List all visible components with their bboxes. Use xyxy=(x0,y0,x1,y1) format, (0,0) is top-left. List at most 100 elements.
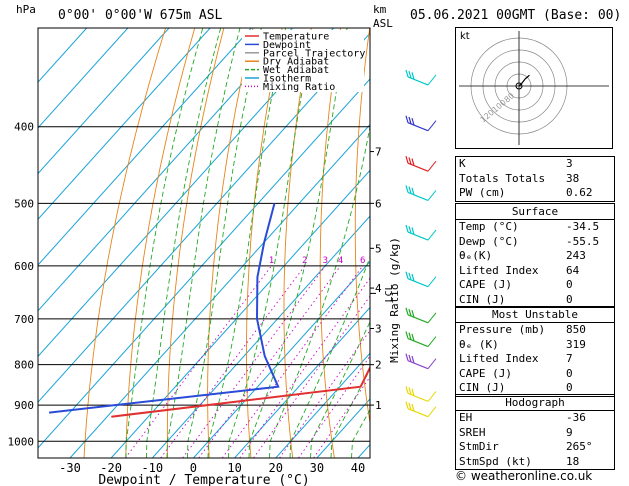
wind-barb-shaft xyxy=(407,162,429,172)
index-row: PW (cm) 0.62 xyxy=(456,186,614,201)
wind-barb-flag xyxy=(408,402,412,410)
most-unstable-value: 0 xyxy=(566,381,573,394)
most-unstable-label: θₑ (K) xyxy=(459,337,499,351)
hodograph-table-title: Hodograph xyxy=(456,395,614,411)
dry-adiabat-line xyxy=(166,28,225,458)
x-axis-title: Dewpoint / Temperature (°C) xyxy=(98,473,309,486)
surface-value: 64 xyxy=(566,263,580,277)
most-unstable-value: 7 xyxy=(566,352,573,365)
wind-barb-flag xyxy=(408,308,412,317)
wind-barb-tail xyxy=(427,312,437,324)
surface-value: 0 xyxy=(566,292,573,306)
wind-barb-shaft xyxy=(407,392,429,402)
hodograph-table: Hodograph EH -36 SREH 9 StmDir 265° StmSpd (kt… xyxy=(455,394,615,470)
wind-barb-flag xyxy=(411,333,415,342)
surface-row: Temp (°C) -34.5 xyxy=(456,220,614,235)
wind-barb-flag xyxy=(411,310,415,318)
wind-barb-flag xyxy=(405,185,409,193)
wind-barb-shaft xyxy=(407,76,429,86)
index-label: K xyxy=(459,157,466,170)
y-tick-label: 1000 xyxy=(8,435,35,448)
wind-barb xyxy=(405,115,437,132)
wet-adiabat-line xyxy=(166,28,241,458)
index-row: Totals Totals 38 xyxy=(456,172,614,187)
wind-barb-flag xyxy=(408,157,412,165)
hodograph-stat-label: StmDir xyxy=(459,440,499,453)
mixing-ratio-line xyxy=(221,265,364,458)
wind-barb-flag xyxy=(408,272,412,281)
wind-barb-shaft xyxy=(407,122,429,132)
y-tick-label: 900 xyxy=(14,399,34,412)
y-tick-label: 600 xyxy=(14,260,34,273)
mixing-ratio-line xyxy=(182,265,326,458)
isotherm-line xyxy=(38,28,170,175)
wind-barb-flag xyxy=(408,70,412,79)
most-unstable-table: Most Unstable Pressure (mb) 850 θₑ (K) 319 L… xyxy=(455,306,615,397)
hodograph-stat-value: 18 xyxy=(566,454,580,468)
dry-adiabat-line xyxy=(125,28,196,458)
most-unstable-value: 850 xyxy=(566,323,586,336)
isotherm-line xyxy=(234,306,370,458)
index-label: PW (cm) xyxy=(459,186,506,199)
wet-adiabat-line xyxy=(310,320,370,458)
km-tick-label: 4 xyxy=(375,282,382,295)
most-unstable-value: 0 xyxy=(566,366,573,380)
surface-value: 0 xyxy=(566,278,573,291)
wind-barb-flag xyxy=(408,332,412,340)
mixing-ratio-line xyxy=(125,265,272,458)
wind-barb-tail xyxy=(427,336,437,347)
wet-adiabat-line xyxy=(187,28,262,458)
datetime-title: 05.06.2021 00GMT (Base: 00) xyxy=(410,8,622,23)
axes-labels: 400 500 600 700 800 900 1000 -30 -20 -10 0 10 20 30 40… xyxy=(8,121,402,486)
km-tick-label: 6 xyxy=(375,197,382,210)
isotherm-line xyxy=(275,352,370,458)
legend-background xyxy=(242,30,364,92)
wind-barb xyxy=(405,156,437,172)
index-label: Totals Totals xyxy=(459,171,546,185)
isotherm-line xyxy=(38,28,334,358)
km-tick-label: 1 xyxy=(375,399,382,412)
surface-value: 243 xyxy=(566,249,586,262)
wind-barb xyxy=(405,401,437,418)
isotherm-line xyxy=(110,169,370,458)
hodograph-stat-label: StmSpd (kt) xyxy=(459,454,532,468)
legend-label: Wet Adiabat xyxy=(263,65,329,76)
hodograph-trace xyxy=(518,74,530,87)
surface-row: CAPE (J) 0 xyxy=(456,278,614,293)
x-tick-label: 20 xyxy=(268,461,282,475)
mixing-ratio-line xyxy=(160,265,306,458)
x-tick-label: 30 xyxy=(310,461,324,475)
wind-barb-flag xyxy=(411,117,415,126)
wet-adiabat-line xyxy=(289,255,370,458)
storm-motion-marker xyxy=(515,82,523,90)
wind-barb-shaft xyxy=(407,337,429,348)
hodograph-stat-row: EH -36 xyxy=(456,411,614,426)
legend-label: Dewpoint xyxy=(263,40,311,51)
wind-barb-flag xyxy=(411,355,415,364)
index-value: 3 xyxy=(566,157,573,170)
x-tick-label: 40 xyxy=(351,461,365,475)
wind-barb-flag xyxy=(411,403,415,412)
wind-barb-flag xyxy=(411,273,415,282)
surface-label: Lifted Index xyxy=(459,263,539,277)
hodograph-stat-label: EH xyxy=(459,411,473,424)
most-unstable-label: CAPE (J) xyxy=(459,366,512,380)
wind-barb-flag xyxy=(408,116,412,125)
wind-barb-flag xyxy=(405,271,409,279)
isotherm-line xyxy=(38,28,252,266)
most-unstable-row: θₑ (K) 319 xyxy=(456,338,614,353)
mixing-ratio-axis-title: Mixing Ratio (g/kg) xyxy=(388,237,401,363)
surface-row: CIN (J) 0 xyxy=(456,293,614,308)
wind-barb-tail xyxy=(427,358,437,369)
km-tick-label: 5 xyxy=(375,242,382,255)
mixing-ratio-label: 6 xyxy=(360,256,365,266)
isotherm-line xyxy=(151,215,370,458)
wind-barb-flag xyxy=(405,115,409,123)
wind-barb-flag xyxy=(408,387,412,395)
surface-title: Surface xyxy=(456,204,614,220)
x-tick-label: 0 xyxy=(190,461,197,475)
wind-barb-shaft xyxy=(407,278,429,288)
